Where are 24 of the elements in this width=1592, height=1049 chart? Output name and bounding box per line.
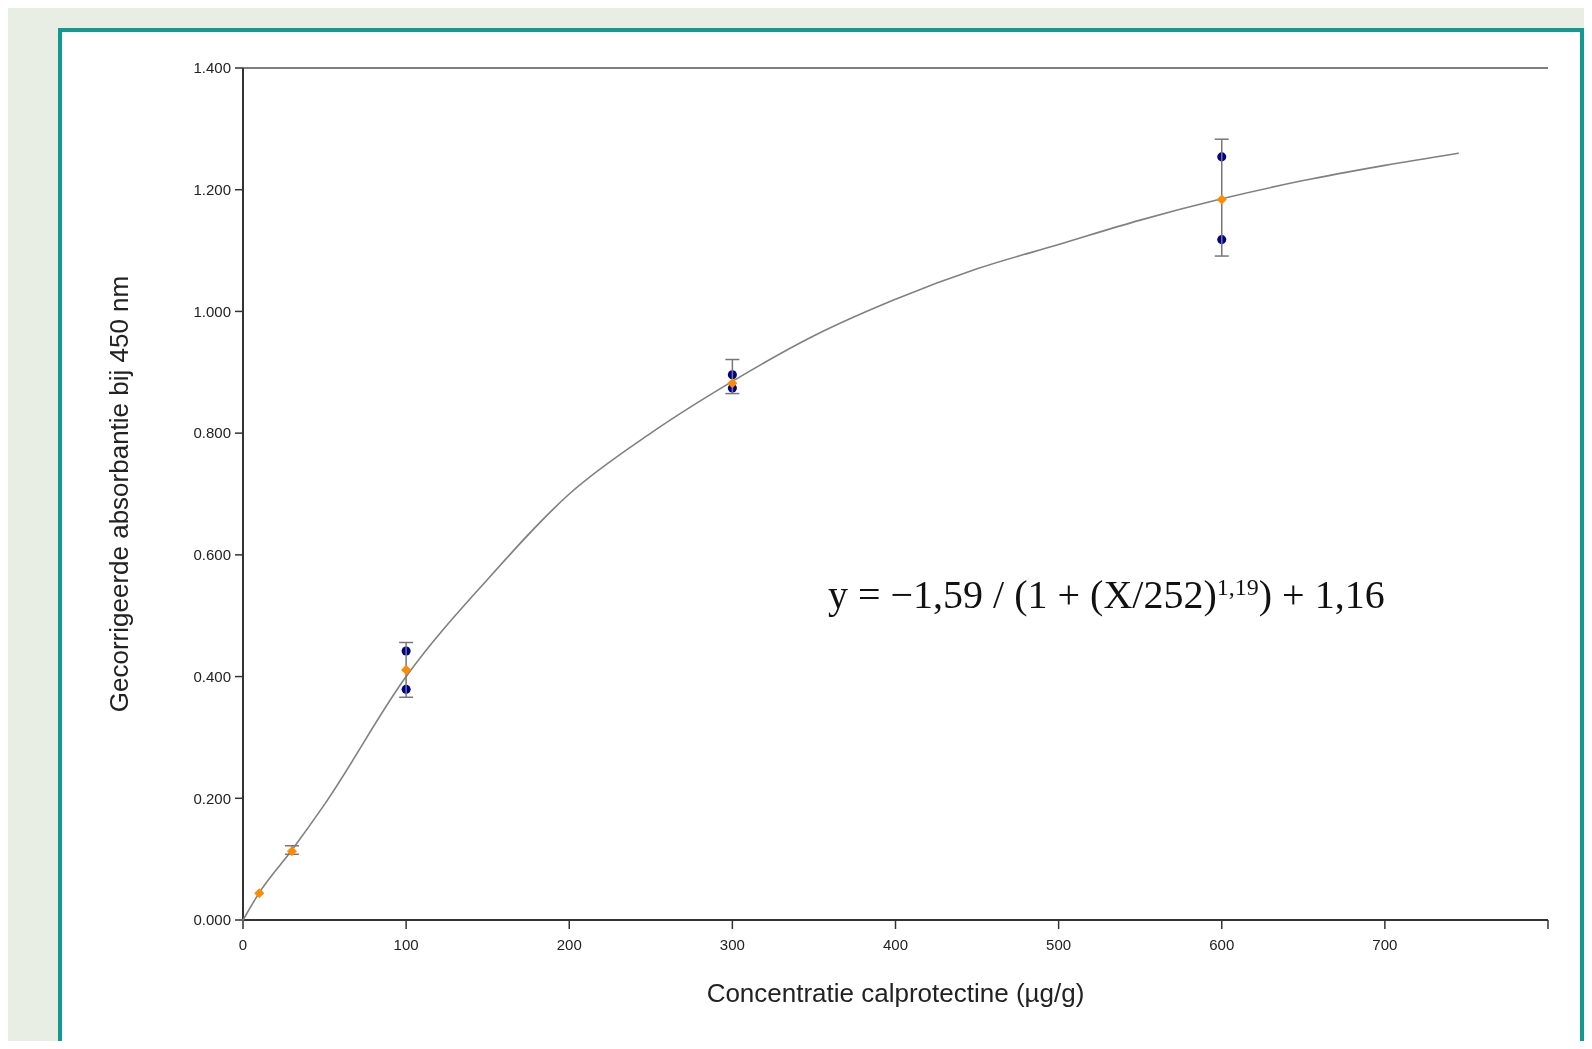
x-tick-label: 600 bbox=[1209, 936, 1235, 953]
point bbox=[1216, 194, 1227, 205]
point bbox=[727, 378, 738, 389]
x-tick-label: 200 bbox=[556, 936, 582, 953]
point bbox=[254, 888, 265, 899]
x-axis-title: Concentratie calprotectine (µg/g) bbox=[706, 978, 1085, 1008]
y-tick-label: 0.600 bbox=[193, 546, 231, 564]
y-tick-label: 0.200 bbox=[193, 789, 231, 807]
point bbox=[401, 664, 412, 675]
line-series bbox=[242, 152, 1460, 921]
x-tick-label: 400 bbox=[882, 936, 909, 953]
y-tick-label: 0.400 bbox=[193, 667, 231, 685]
y-tick-label: 1.200 bbox=[193, 180, 231, 198]
x-tick-label: 300 bbox=[719, 936, 745, 953]
x-tick-label: 500 bbox=[1046, 936, 1072, 953]
y-tick-label: 1.000 bbox=[193, 302, 231, 320]
x-tick-label: 100 bbox=[393, 936, 419, 953]
x-tick-label: 700 bbox=[1372, 936, 1398, 953]
y-axis-title: Gecorrigeerde absorbantie bij 450 nm bbox=[104, 275, 134, 713]
annotation: y = −1,59 / (1 + (X/252)$^{1,19}$) + 1,16 bbox=[828, 572, 1385, 617]
y-tick-label: 1.400 bbox=[193, 59, 231, 77]
y-tick-label: 0.800 bbox=[193, 424, 231, 442]
y-tick-label: 0.000 bbox=[193, 911, 231, 929]
x-tick-label: 0 bbox=[238, 936, 248, 953]
